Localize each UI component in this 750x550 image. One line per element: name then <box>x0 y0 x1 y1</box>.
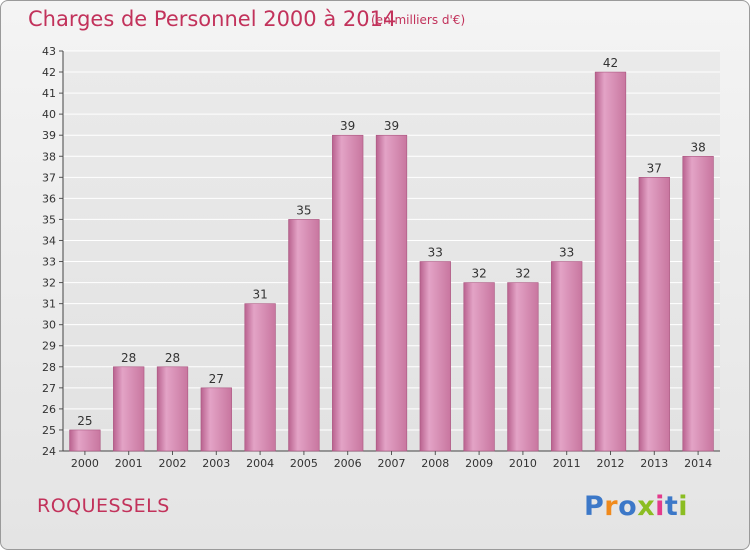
chart-subtitle: (en milliers d'€) <box>371 13 466 27</box>
y-tick-label: 27 <box>42 382 56 395</box>
bar-value-label: 33 <box>428 246 443 260</box>
x-tick-label: 2005 <box>290 457 318 470</box>
y-tick-label: 40 <box>42 108 56 121</box>
bar-value-label: 28 <box>165 351 180 365</box>
y-tick-label: 39 <box>42 129 56 142</box>
y-tick-label: 41 <box>42 87 56 100</box>
bar-value-label: 27 <box>209 372 224 386</box>
town-name: ROQUESSELS <box>37 495 170 517</box>
x-tick-label: 2012 <box>597 457 625 470</box>
bar-value-label: 38 <box>690 140 705 154</box>
bar-value-label: 32 <box>515 267 530 281</box>
x-tick-label: 2011 <box>553 457 581 470</box>
y-tick-label: 37 <box>42 171 56 184</box>
y-tick-label: 42 <box>42 66 56 79</box>
proxiti-logo: Proxiti <box>584 491 689 522</box>
y-tick-label: 36 <box>42 192 56 205</box>
y-tick-label: 33 <box>42 256 56 269</box>
y-tick-label: 35 <box>42 213 56 226</box>
y-tick-label: 32 <box>42 277 56 290</box>
x-tick-label: 2008 <box>421 457 449 470</box>
x-tick-label: 2007 <box>378 457 406 470</box>
x-tick-label: 2000 <box>71 457 99 470</box>
bar-2014 <box>682 155 714 452</box>
x-tick-label: 2009 <box>465 457 493 470</box>
y-tick-label: 34 <box>42 234 56 247</box>
x-tick-label: 2013 <box>640 457 668 470</box>
y-tick-label: 30 <box>42 319 56 332</box>
bar-value-label: 35 <box>296 203 311 217</box>
y-tick-label: 31 <box>42 298 56 311</box>
y-tick-label: 24 <box>42 445 56 458</box>
bar-value-label: 31 <box>252 288 267 302</box>
y-tick-label: 28 <box>42 361 56 374</box>
bar-2000 <box>69 429 101 452</box>
x-tick-label: 2002 <box>159 457 187 470</box>
bar-value-label: 25 <box>77 414 92 428</box>
bar-2013 <box>638 177 670 452</box>
bar-value-label: 39 <box>340 119 355 133</box>
bar-value-label: 33 <box>559 246 574 260</box>
bar-2001 <box>113 366 145 452</box>
bar-value-label: 37 <box>647 161 662 175</box>
bar-2007 <box>375 134 408 452</box>
bar-2012 <box>594 71 627 452</box>
bar-2002 <box>156 366 189 452</box>
bar-2004 <box>244 303 276 452</box>
bar-2011 <box>551 261 583 452</box>
y-tick-label: 25 <box>42 424 56 437</box>
bar-2005 <box>288 219 320 452</box>
x-tick-label: 2003 <box>202 457 230 470</box>
y-tick-label: 43 <box>42 45 56 58</box>
x-tick-label: 2006 <box>334 457 362 470</box>
bar-value-label: 28 <box>121 351 136 365</box>
bar-2008 <box>419 261 451 452</box>
bar-2009 <box>463 282 495 452</box>
x-tick-label: 2010 <box>509 457 537 470</box>
bar-value-label: 39 <box>384 119 399 133</box>
chart-title: Charges de Personnel 2000 à 2014 <box>28 7 397 31</box>
x-tick-label: 2004 <box>246 457 274 470</box>
bar-value-label: 42 <box>603 56 618 70</box>
bar-2003 <box>200 387 232 452</box>
bar-2010 <box>507 282 539 452</box>
y-tick-label: 38 <box>42 150 56 163</box>
bar-2006 <box>332 134 364 452</box>
y-tick-label: 29 <box>42 340 56 353</box>
bar-value-label: 32 <box>471 267 486 281</box>
x-tick-label: 2014 <box>684 457 712 470</box>
y-tick-label: 26 <box>42 403 56 416</box>
x-tick-label: 2001 <box>115 457 143 470</box>
